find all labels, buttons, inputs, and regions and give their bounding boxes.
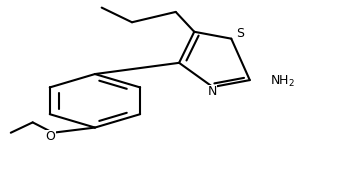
Text: S: S [236,27,244,40]
Text: N: N [208,85,217,98]
Text: NH$_2$: NH$_2$ [270,73,295,89]
Text: O: O [46,130,55,143]
